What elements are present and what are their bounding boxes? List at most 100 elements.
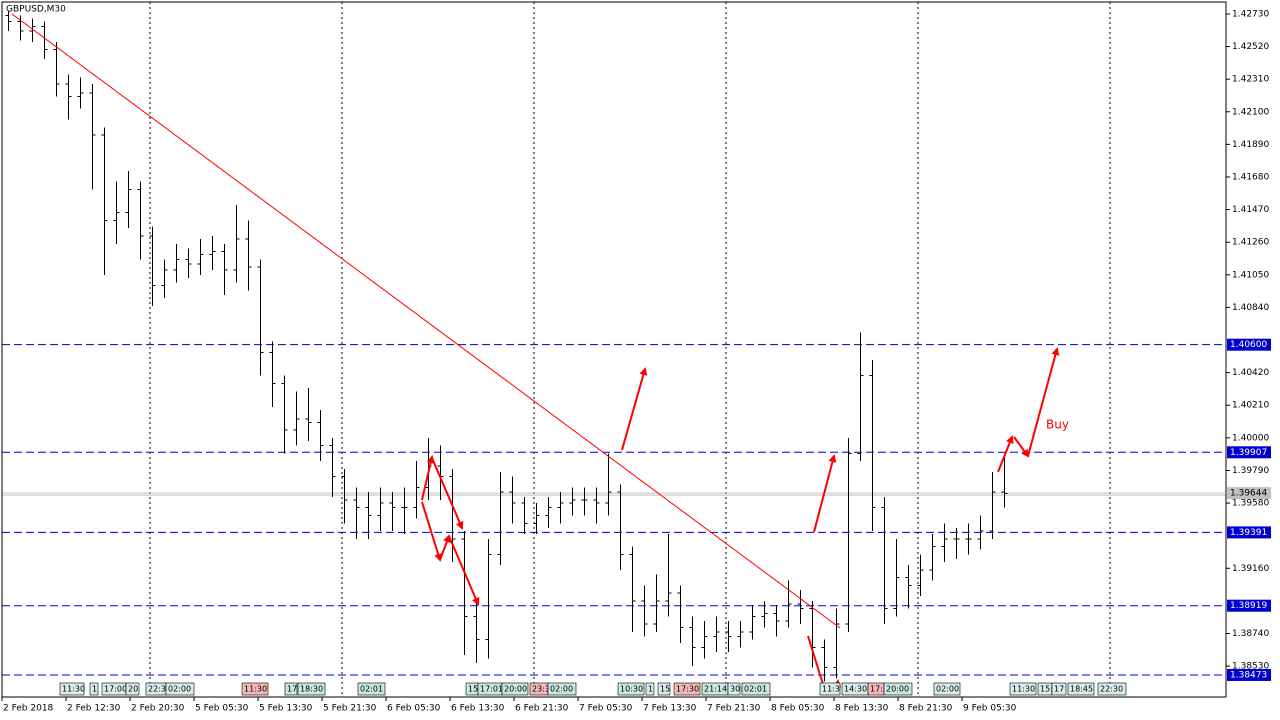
x-tick-label: 8 Feb 21:30 [899, 704, 953, 714]
y-tick-label: 1.38530 [1232, 662, 1269, 672]
events: 11:30 1 17:00 20 22:3 02:00 11:30 17 18:30 02:01 1… [59, 682, 1127, 696]
event-tag [125, 682, 140, 696]
event-tag [501, 682, 529, 696]
event-tag [741, 682, 771, 696]
y-tick-label: 1.42100 [1232, 107, 1269, 117]
buy-label: Buy [1046, 418, 1069, 432]
event-label: 17:00 [104, 685, 127, 694]
event-label: 23:3 [532, 685, 550, 694]
event-label: 20:00 [886, 685, 909, 694]
x-tick-label: 8 Feb 05:30 [771, 704, 825, 714]
event-tag [645, 682, 655, 696]
level-box [1227, 668, 1271, 681]
event-tag [933, 682, 961, 696]
event-tag [883, 682, 913, 696]
event-label: 18:30 [300, 685, 323, 694]
event-label: 02:00 [936, 685, 959, 694]
bars [5, 10, 1008, 682]
arrow [431, 457, 464, 530]
x-tick-label: 9 Feb 05:30 [963, 704, 1017, 714]
arrow [1027, 347, 1060, 457]
x-tick-label: 2 Feb 20:30 [131, 704, 185, 714]
event-tag [284, 682, 298, 696]
level-label: 1.38473 [1230, 670, 1267, 680]
y-tick-label: 1.42520 [1232, 42, 1269, 52]
y-tick-label: 1.42730 [1232, 9, 1269, 19]
y-tick-label: 1.40210 [1232, 401, 1269, 411]
event-label: 22:30 [1100, 685, 1123, 694]
x-tick-label: 2 Feb 12:30 [67, 704, 121, 714]
event-tag [89, 682, 99, 696]
levels: 1.39644 [2, 344, 1271, 676]
x-tick-label: 6 Feb 21:30 [515, 704, 569, 714]
level-label: 1.39907 [1230, 448, 1267, 458]
x-tick-label: 5 Feb 13:30 [259, 704, 313, 714]
y-tick-label: 1.40000 [1232, 433, 1269, 443]
event-label: 15: [1040, 685, 1053, 694]
level-box [1227, 599, 1271, 612]
event-tag [819, 682, 841, 696]
event-label: 11:30 [1012, 685, 1035, 694]
arrow [1013, 436, 1030, 458]
arrow [421, 501, 443, 562]
event-label: 17 [1054, 685, 1064, 694]
event-label: 17:01 [480, 685, 503, 694]
level-label: 1.39391 [1230, 528, 1267, 538]
x-axis: 2 Feb 2018 2 Feb 12:30 2 Feb 20:30 5 Feb 05… [1, 697, 1017, 714]
y-tick-label: 1.41050 [1232, 270, 1269, 280]
x-tick-label: 5 Feb 21:30 [323, 704, 377, 714]
event-label: 1 [92, 685, 97, 694]
current-price-box [1227, 487, 1271, 500]
event-label: 10:30 [620, 685, 643, 694]
event-label: 22:3 [148, 685, 166, 694]
event-tag [165, 682, 195, 696]
event-label: 20 [128, 685, 138, 694]
event-label: 11:30 [244, 685, 267, 694]
event-label: 02:01 [360, 685, 383, 694]
event-label: 02:00 [168, 685, 191, 694]
event-tag [1097, 682, 1127, 696]
x-tick-label: 6 Feb 05:30 [387, 704, 441, 714]
y-tick-label: 1.41890 [1232, 140, 1269, 150]
y-tick-label: 1.41470 [1232, 205, 1269, 215]
y-tick-label: 1.40840 [1232, 303, 1269, 313]
y-tick-label: 1.41680 [1232, 172, 1269, 182]
x-tick-label: 7 Feb 13:30 [643, 704, 697, 714]
event-label: 21:14 [704, 685, 727, 694]
arrow [439, 534, 451, 561]
x-tick-label: 7 Feb 21:30 [707, 704, 761, 714]
level-box [1227, 446, 1271, 459]
y-tick-label: 1.40420 [1232, 368, 1269, 378]
y-tick-label: 1.39790 [1232, 466, 1269, 476]
level-label: 1.38919 [1230, 601, 1267, 611]
event-label: 1 [648, 685, 653, 694]
level-label: 1.40600 [1230, 340, 1267, 350]
event-tag [547, 682, 577, 696]
event-tag [673, 682, 701, 696]
event-tag [241, 682, 269, 696]
y-axis: 1.42730 1.42520 1.42310 1.42100 1.41890 1.416… [1226, 9, 1271, 681]
arrow [421, 455, 435, 501]
event-label: 11:3 [822, 685, 840, 694]
chart-title: GBPUSD,M30 [6, 5, 66, 15]
event-label: 18:45 [1070, 685, 1093, 694]
event-tag [357, 682, 386, 696]
event-tag [1009, 682, 1037, 696]
y-tick-label: 1.39580 [1232, 499, 1269, 509]
x-tick-label: 5 Feb 05:30 [195, 704, 249, 714]
event-label: 17:3 [870, 685, 888, 694]
event-label: 15 [468, 685, 478, 694]
event-tag [657, 682, 671, 696]
y-tick-label: 1.42310 [1232, 75, 1269, 85]
event-label: 02:00 [550, 685, 573, 694]
y-tick-label: 1.38740 [1232, 629, 1269, 639]
x-tick-label: 7 Feb 05:30 [579, 704, 633, 714]
event-label: 15 [660, 685, 670, 694]
trend-line [11, 13, 841, 629]
arrow [813, 454, 837, 533]
event-label: 14:30 [844, 685, 867, 694]
arrow [621, 367, 648, 451]
y-tick-label: 1.39160 [1232, 564, 1269, 574]
